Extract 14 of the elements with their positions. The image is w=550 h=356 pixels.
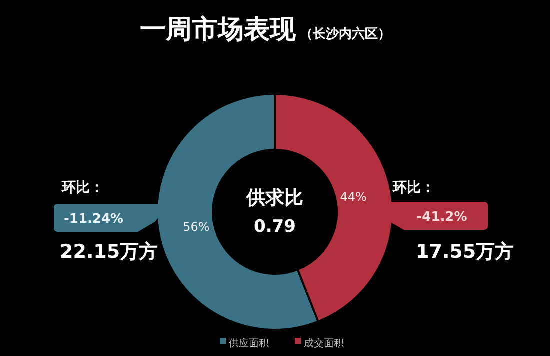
text: 供求比 (246, 187, 304, 209)
chart-subtitle: （长沙内六区） (300, 26, 391, 42)
data-label: 56% (183, 220, 210, 234)
text: 环比： (61, 180, 104, 196)
text: 0.79 (254, 217, 296, 237)
text: -41.2% (416, 210, 468, 225)
text: 环比： (392, 180, 435, 196)
legend-label: 供应面积 (229, 338, 269, 350)
text: 17.55万方 (416, 241, 514, 263)
text: 22.15万方 (60, 241, 158, 263)
legend-label: 成交面积 (304, 338, 344, 350)
data-label: 44% (340, 190, 367, 204)
chart-title: 一周市场表现 (140, 15, 296, 45)
text: -11.24% (64, 212, 124, 227)
